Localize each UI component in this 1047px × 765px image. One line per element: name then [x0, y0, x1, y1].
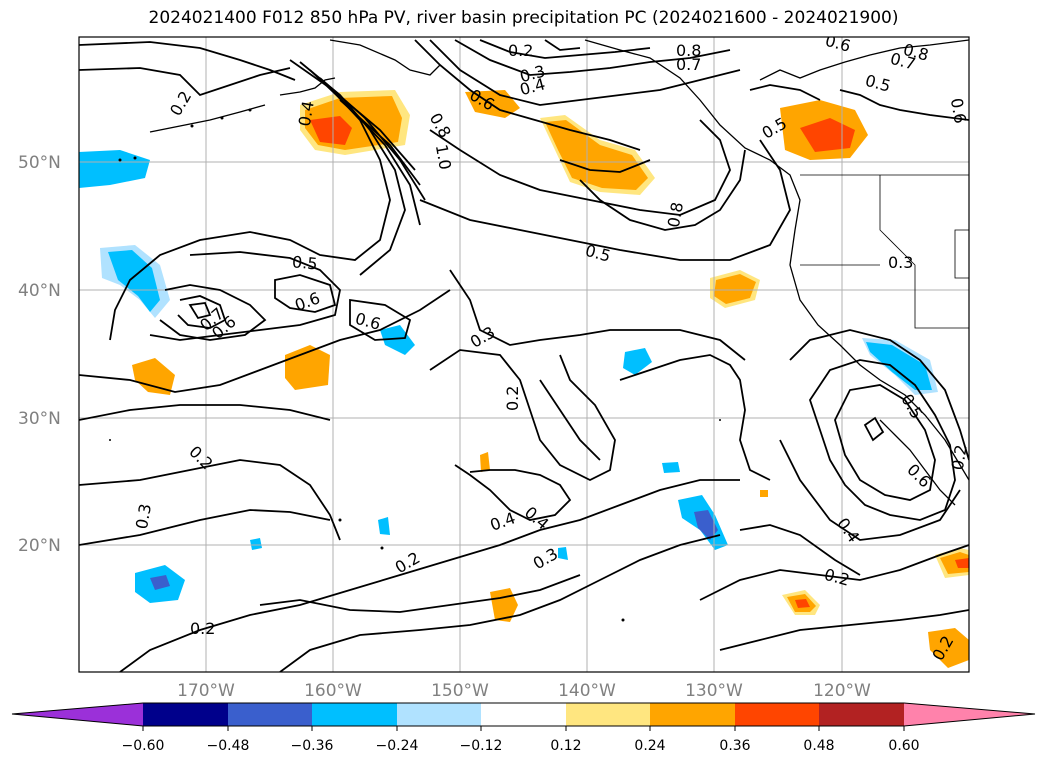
contour-label: 0.6 — [947, 97, 970, 125]
lon-label-140w: 140°W — [558, 681, 616, 701]
lat-label-50n: 50°N — [18, 153, 61, 173]
contour-label: 0.8 — [676, 41, 701, 60]
shade-neg-a — [79, 150, 150, 188]
shade-pos-j3 — [795, 599, 810, 608]
contour-label: 0.3 — [888, 253, 913, 272]
shade-neg-h — [662, 462, 680, 473]
map-frame — [78, 36, 970, 673]
shade-neg-i — [378, 517, 390, 535]
borders — [800, 174, 969, 329]
shade-pos-m — [760, 490, 768, 497]
shade-pos-k3 — [955, 558, 969, 568]
shade-pos-d2 — [800, 118, 855, 152]
lon-label-130w: 130°W — [685, 681, 743, 701]
lat-label-20n: 20°N — [18, 536, 61, 556]
shade-pos-g — [132, 358, 175, 395]
shade-neg-d — [623, 348, 652, 375]
lon-label-120w: 120°W — [813, 681, 871, 701]
lon-label-150w: 150°W — [431, 681, 489, 701]
island-dots — [109, 108, 721, 622]
contour-label: 1.0 — [432, 143, 455, 171]
colorbar-tick-label: −0.36 — [291, 738, 334, 754]
colorbar-bin — [819, 703, 904, 726]
shade-pos-k2 — [940, 552, 969, 574]
contour-label: 0.2 — [508, 41, 533, 60]
colorbar-bin — [481, 703, 566, 726]
colorbar-extend-min — [12, 703, 143, 726]
pv-contours — [79, 39, 969, 672]
lat-label-30n: 30°N — [18, 409, 61, 429]
lon-label-170w: 170°W — [177, 681, 235, 701]
contour-label: 0.4 — [295, 99, 318, 127]
colorbar-tick-label: 0.36 — [719, 738, 750, 754]
colorbar: −0.60 −0.48 −0.36 −0.24 −0.12 0.12 0.24 … — [11, 702, 1036, 754]
shade-pos-h — [480, 452, 490, 472]
lat-label-40n: 40°N — [18, 281, 61, 301]
shade-pos-c2 — [545, 120, 648, 190]
shade-pos-l — [928, 628, 969, 668]
colorbar-bin — [312, 703, 397, 726]
contour-label: 0.6 — [823, 31, 853, 56]
lat-labels: 50°N 40°N 30°N 20°N — [18, 153, 61, 556]
coastlines — [149, 39, 969, 506]
shade-pos-e2 — [714, 274, 756, 304]
colorbar-bin — [566, 703, 650, 726]
colorbar-bin — [397, 703, 481, 726]
shade-neg-k — [250, 538, 262, 550]
colorbar-tick-label: 0.48 — [803, 738, 834, 754]
lon-labels: 170°W 160°W 150°W 140°W 130°W 120°W — [177, 681, 871, 701]
colorbar-bin — [735, 703, 819, 726]
contour-label: 0.3 — [132, 502, 155, 530]
shade-neg-c — [380, 325, 415, 355]
shade-neg-e2 — [866, 342, 932, 390]
lon-label-160w: 160°W — [304, 681, 362, 701]
colorbar-tick-label: −0.12 — [460, 738, 503, 754]
colorbar-tick-label: 0.12 — [550, 738, 581, 754]
colorbar-tick-label: −0.60 — [122, 738, 165, 754]
colorbar-bin — [228, 703, 312, 726]
colorbar-tick-label: −0.24 — [376, 738, 419, 754]
shade-neg-j — [558, 547, 568, 560]
contour-label: 0.2 — [948, 443, 971, 471]
shade-neg-g2 — [150, 575, 170, 590]
colorbar-tick-label: −0.48 — [207, 738, 250, 754]
shade-pos-a3 — [310, 116, 352, 145]
shade-neg-f2 — [694, 510, 718, 540]
contour-label: 0.2 — [503, 386, 522, 411]
precipitation-shading — [79, 90, 969, 668]
contour-label: 0.7 — [676, 55, 701, 74]
contour-label: 0.2 — [190, 619, 215, 638]
colorbar-tick-label: 0.24 — [634, 738, 665, 754]
contour-label: 0.5 — [291, 252, 318, 273]
graticule — [79, 37, 969, 672]
colorbar-extend-max — [904, 703, 1035, 726]
colorbar-bin — [650, 703, 735, 726]
contour-label: 0.8 — [664, 201, 687, 229]
figure-title: 2024021400 F012 850 hPa PV, river basin … — [148, 8, 899, 28]
colorbar-bin — [143, 703, 228, 726]
colorbar-tick-label: 0.60 — [888, 738, 919, 754]
